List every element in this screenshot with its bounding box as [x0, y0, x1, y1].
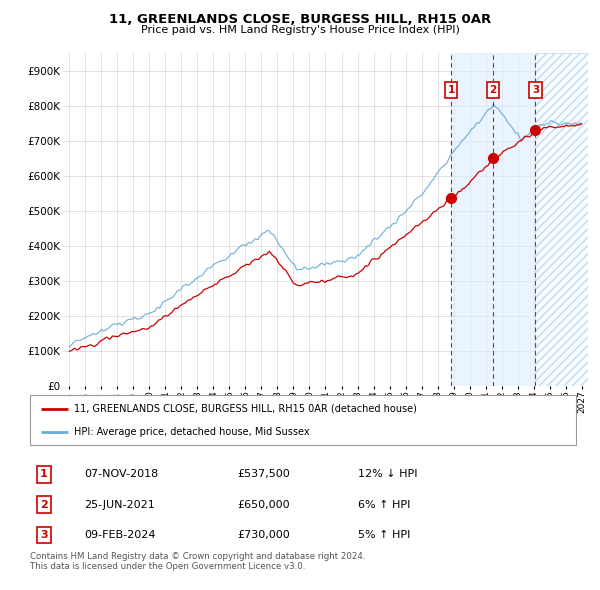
Text: 09-FEB-2024: 09-FEB-2024 — [85, 530, 156, 540]
FancyBboxPatch shape — [30, 395, 576, 445]
Bar — [535, 53, 590, 386]
Text: £650,000: £650,000 — [238, 500, 290, 510]
Text: 2: 2 — [490, 85, 497, 95]
Text: 11, GREENLANDS CLOSE, BURGESS HILL, RH15 0AR: 11, GREENLANDS CLOSE, BURGESS HILL, RH15… — [109, 13, 491, 26]
Text: 11, GREENLANDS CLOSE, BURGESS HILL, RH15 0AR (detached house): 11, GREENLANDS CLOSE, BURGESS HILL, RH15… — [74, 404, 416, 414]
Text: 12% ↓ HPI: 12% ↓ HPI — [358, 470, 417, 480]
Bar — [451, 53, 535, 386]
Text: £537,500: £537,500 — [238, 470, 290, 480]
Text: Contains HM Land Registry data © Crown copyright and database right 2024.: Contains HM Land Registry data © Crown c… — [30, 552, 365, 560]
Text: 3: 3 — [532, 85, 539, 95]
Text: 1: 1 — [448, 85, 455, 95]
Text: 07-NOV-2018: 07-NOV-2018 — [85, 470, 159, 480]
Text: This data is licensed under the Open Government Licence v3.0.: This data is licensed under the Open Gov… — [30, 562, 305, 571]
Bar — [535, 53, 590, 386]
Text: 1: 1 — [40, 470, 47, 480]
Text: 3: 3 — [40, 530, 47, 540]
Text: 2: 2 — [40, 500, 47, 510]
Text: 25-JUN-2021: 25-JUN-2021 — [85, 500, 155, 510]
Text: 6% ↑ HPI: 6% ↑ HPI — [358, 500, 410, 510]
Text: Price paid vs. HM Land Registry's House Price Index (HPI): Price paid vs. HM Land Registry's House … — [140, 25, 460, 35]
Text: 5% ↑ HPI: 5% ↑ HPI — [358, 530, 410, 540]
Text: HPI: Average price, detached house, Mid Sussex: HPI: Average price, detached house, Mid … — [74, 427, 310, 437]
Text: £730,000: £730,000 — [238, 530, 290, 540]
Bar — [535, 53, 590, 386]
